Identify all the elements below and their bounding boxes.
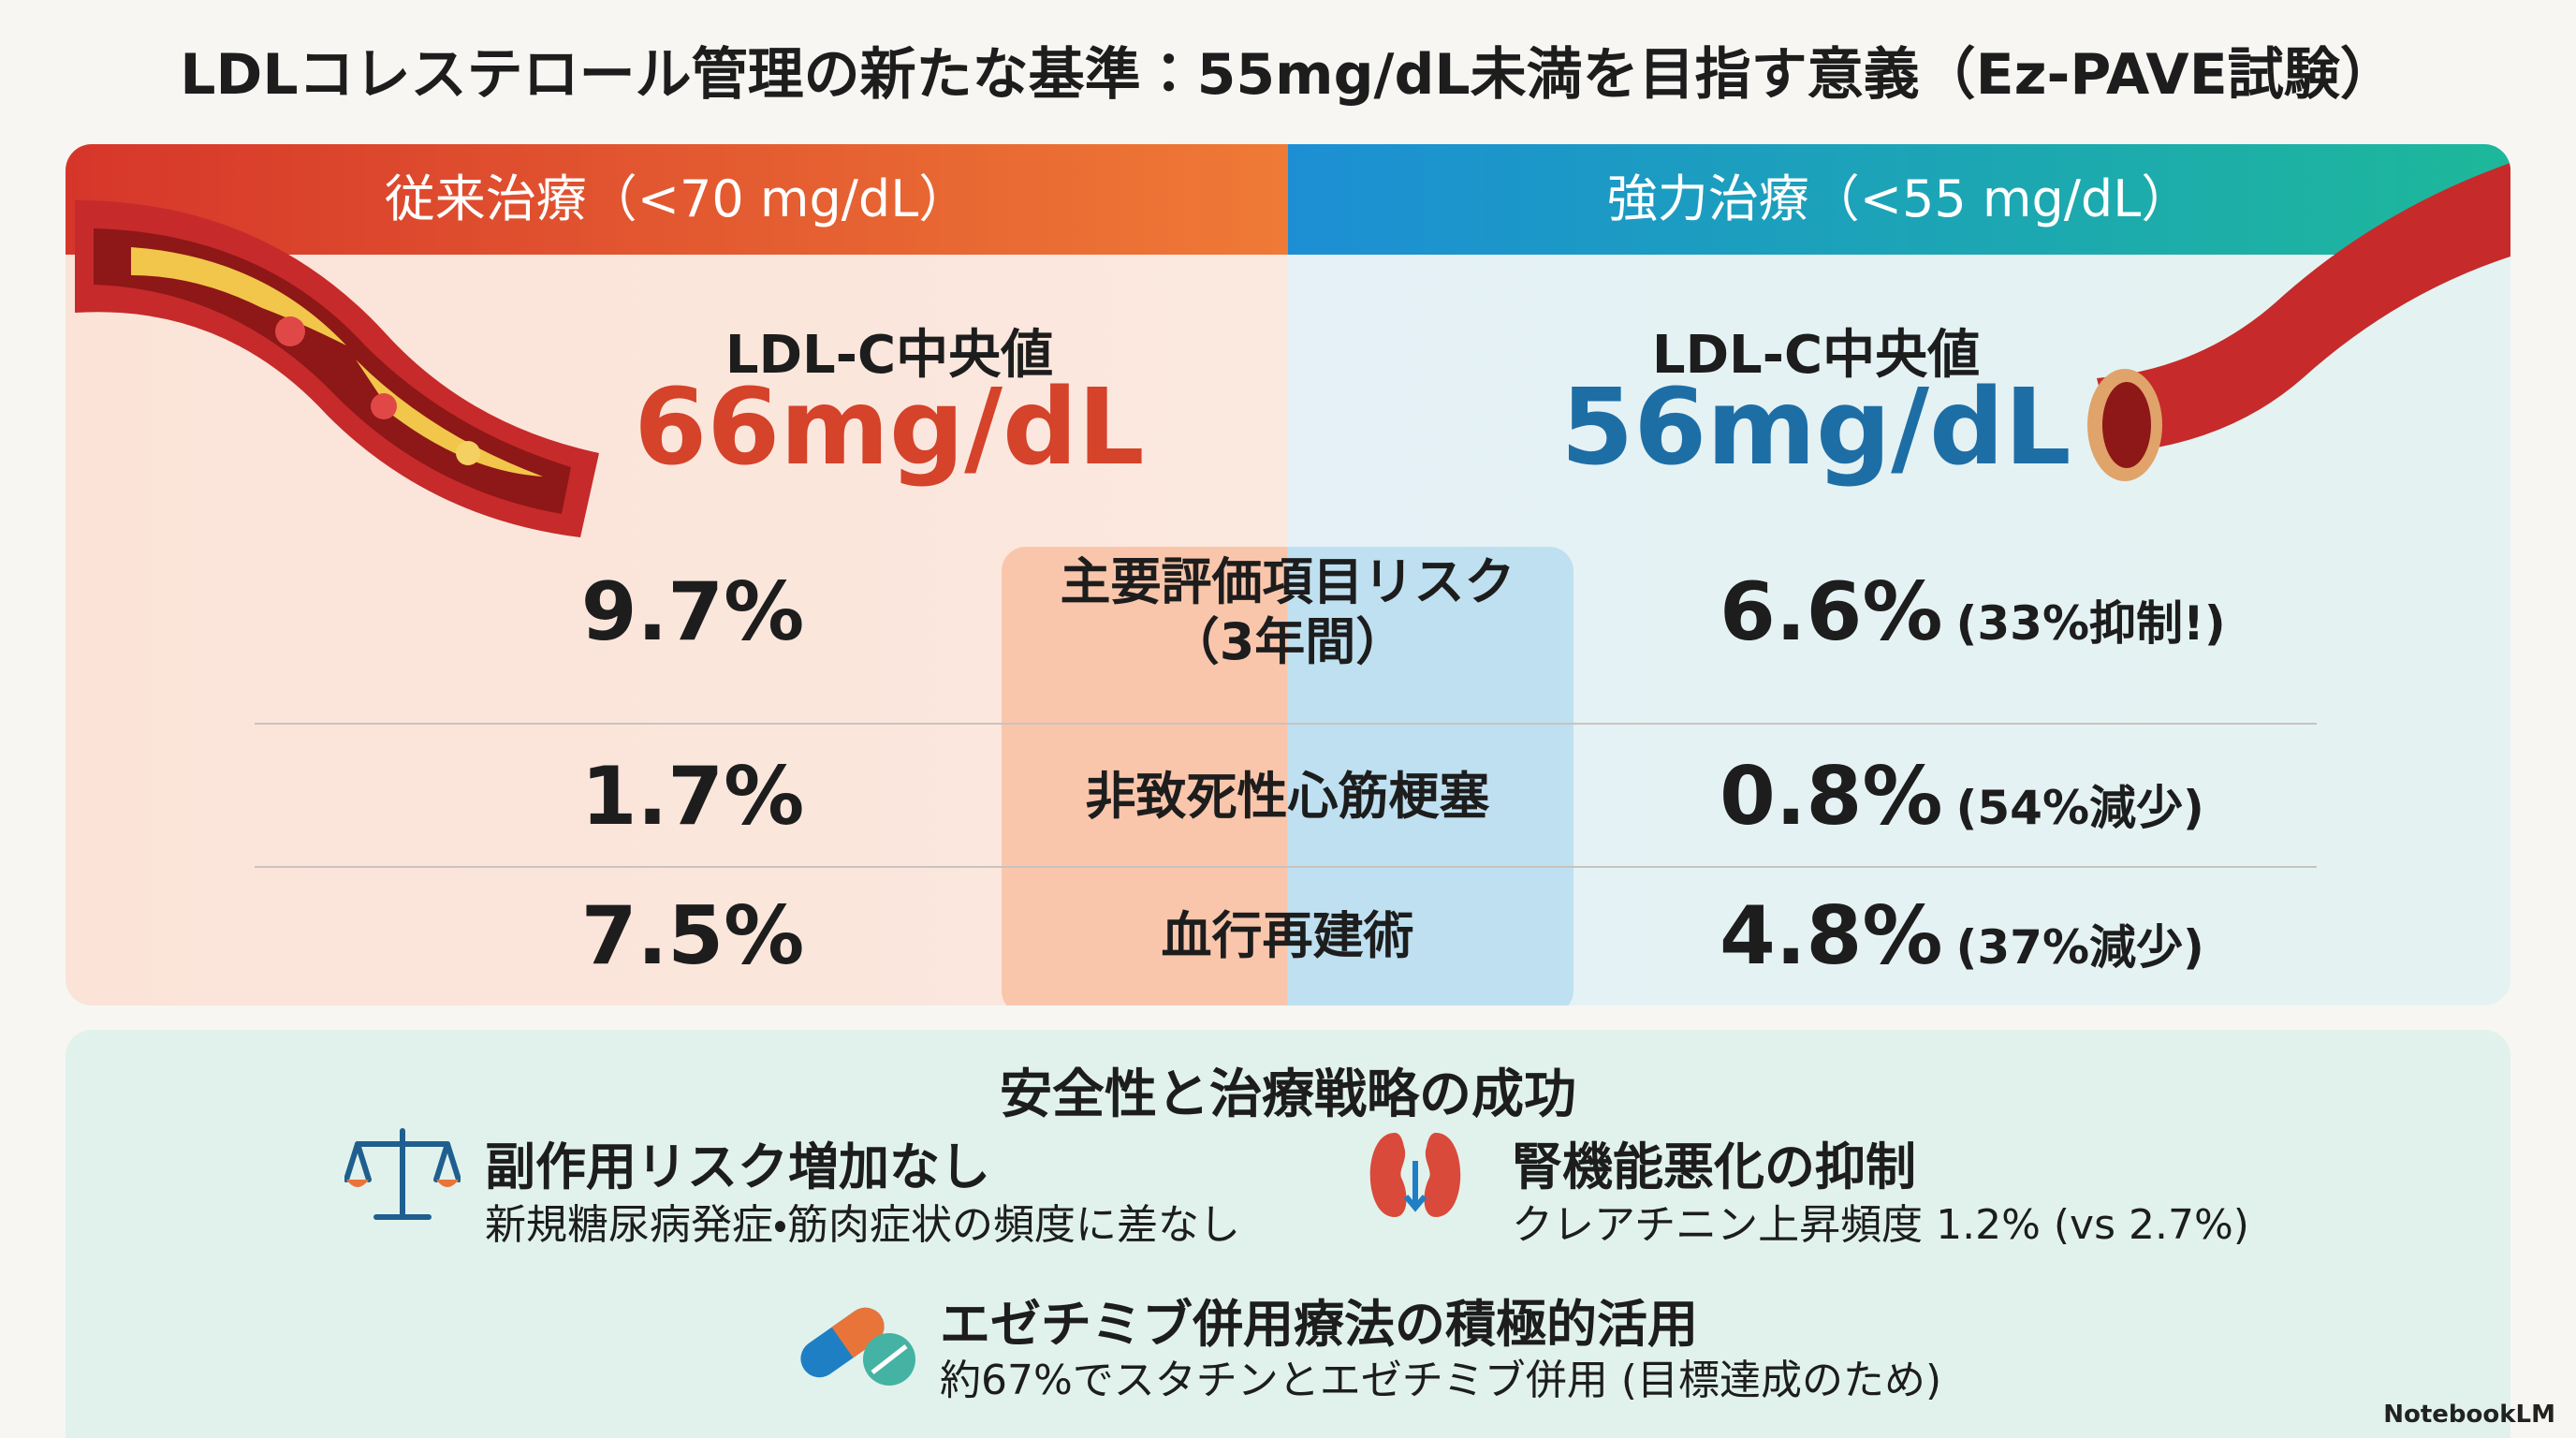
right-note: (37%減少) (1955, 920, 2204, 975)
page-title: LDLコレステロール管理の新たな基準：55mg/dL未満を目指す意義（Ez-PA… (180, 42, 2396, 108)
right-value: 4.8% (1720, 889, 1943, 983)
right-median-label: LDL-C中央値 (1651, 325, 1981, 386)
row-label-line: 血行再建術 (1161, 906, 1414, 965)
row-label-line: 非致死性心筋梗塞 (1085, 767, 1490, 826)
center-box (1002, 547, 1573, 1005)
comparison-panel: 従来治療（<70 mg/dL） 強力治療（<55 mg/dL） LDL-C中央値… (66, 144, 2510, 1005)
row-separator (255, 723, 2317, 725)
right-header-band (1288, 144, 2510, 255)
right-header: 強力治療（<55 mg/dL） (1606, 169, 2192, 228)
left-value: 1.7% (580, 750, 805, 844)
artery-illustration (75, 200, 599, 537)
left-median-label: LDL-C中央値 (724, 325, 1054, 386)
row-label-line: （3年間） (1168, 612, 1407, 671)
safety-item-text: 約67%でスタチンとエゼチミブ併用 (目標達成のため) (940, 1357, 1942, 1404)
kidney-icon (1369, 1133, 1461, 1217)
artery-illustration (2087, 163, 2510, 481)
row-label-line: 主要評価項目リスク (1060, 552, 1515, 611)
right-value-group: 4.8% (37%減少) (1720, 885, 2204, 999)
left-value: 9.7% (580, 565, 805, 659)
brand: NotebookLM (2383, 1401, 2555, 1429)
row-separator (255, 866, 2317, 868)
left-header-band (66, 144, 1288, 255)
left-median-value: 66mg/dL (634, 367, 1145, 489)
safety-title: 安全性と治療戦略の成功 (1000, 1064, 1576, 1125)
right-value-group: 0.8% (54%減少) (1720, 745, 2204, 859)
safety-item-title: 腎機能悪化の抑制 (1512, 1137, 1916, 1196)
left-header: 従来治療（<70 mg/dL） (384, 169, 970, 228)
left-value: 7.5% (580, 889, 805, 983)
row-label: 主要評価項目リスク （3年間） (1002, 552, 1573, 672)
safety-item-text: クレアチニン上昇頻度 1.2% (vs 2.7%) (1512, 1201, 2249, 1249)
right-value: 6.6% (1720, 565, 1943, 659)
safety-panel: 安全性と治療戦略の成功 副作用リスク増加なし 新規糖尿病発症・筋肉症状の頻度に差… (66, 1030, 2510, 1438)
scale-icon (344, 1128, 461, 1220)
right-median-value: 56mg/dL (1560, 367, 2071, 489)
right-value-group: 6.6% (33%抑制!) (1720, 561, 2226, 675)
safety-item-title: エゼチミブ併用療法の積極的活用 (940, 1295, 1698, 1354)
safety-item-title: 副作用リスク増加なし (485, 1137, 990, 1196)
right-value: 0.8% (1720, 750, 1943, 844)
safety-item-text: 新規糖尿病発症・筋肉症状の頻度に差なし (485, 1201, 1240, 1249)
row-label: 血行再建術 (1002, 906, 1573, 966)
right-note: (33%抑制!) (1955, 596, 2226, 651)
row-label: 非致死性心筋梗塞 (1002, 767, 1573, 827)
right-note: (54%減少) (1955, 781, 2204, 835)
capsule-icon (800, 1307, 915, 1386)
